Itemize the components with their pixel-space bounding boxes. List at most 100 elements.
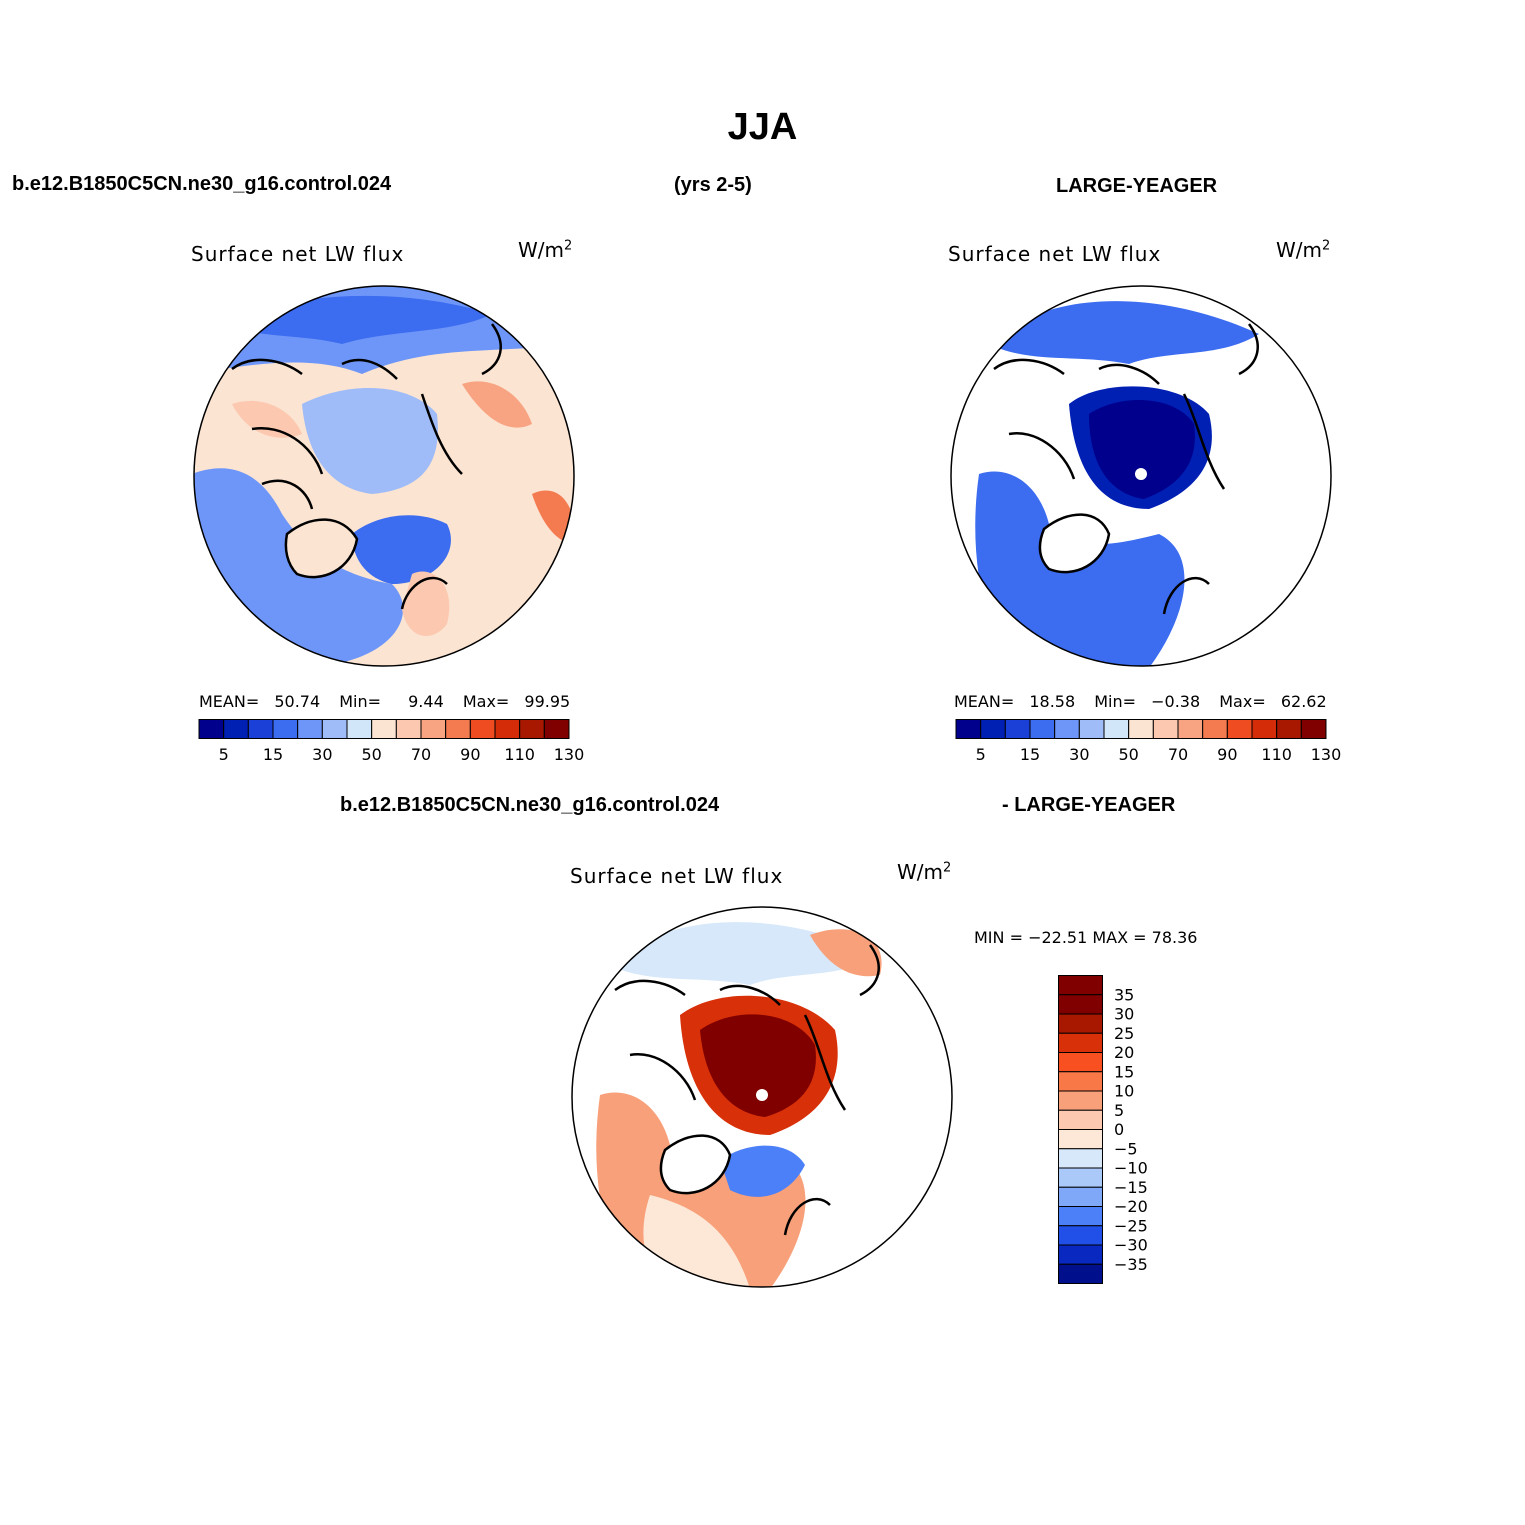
panel1-colorbar-swatch: [198, 719, 225, 739]
panel3-colorbar-swatch: [1058, 994, 1103, 1015]
panel2-colorbar-swatch: [1202, 719, 1228, 739]
panel3-colorbar-swatch: [1058, 1129, 1103, 1150]
panel3-colorbar-swatch: [1058, 1032, 1103, 1053]
panel1-colorbar-tick-label: 110: [504, 745, 535, 764]
panel3-colorbar-swatch: [1058, 1052, 1103, 1073]
panel3-greenland-sea-negative-field: [720, 1145, 805, 1197]
panel3-colorbar-tick-label: −30: [1114, 1236, 1148, 1255]
panel2-colorbar-tick-label: 30: [1069, 745, 1089, 764]
panel1-colorbar-swatch: [346, 719, 373, 739]
panel1-mean-value: 50.74: [274, 692, 321, 711]
panel3-colorbar-tick-label: 30: [1114, 1005, 1134, 1024]
panel2-colorbar-swatch: [1029, 719, 1056, 739]
panel2-colorbar-swatch: [1251, 719, 1278, 739]
panel3-stats: MIN = −22.51 MAX = 78.36: [974, 928, 1198, 947]
panel2-colorbar-tick-label: 50: [1118, 745, 1138, 764]
panel1-colorbar-swatch: [395, 719, 422, 739]
panel2-mean-label: MEAN=: [954, 692, 1015, 711]
panel2-min-value: −0.38: [1151, 692, 1201, 711]
panel3-arctic-ocean-core-field: [700, 1014, 816, 1117]
panel1-stats: MEAN= 50.74 Min= 9.44 Max= 99.95: [199, 692, 570, 711]
panel3-colorbar-tick-label: 20: [1114, 1043, 1134, 1062]
panel2-colorbar-swatch: [955, 719, 982, 739]
panel1-colorbar-swatch: [420, 719, 447, 739]
panel3-colorbar-swatch: [1058, 1109, 1103, 1130]
panel2-colorbar-tick-label: 15: [1020, 745, 1040, 764]
panel3-map-border: [571, 906, 953, 1288]
panel3-colorbar-swatch: [1058, 1167, 1103, 1188]
panel3-coastlines: [614, 944, 880, 1236]
panel2-north-pacific-field: [989, 301, 1259, 364]
panel1-colorbar-swatch: [247, 719, 274, 739]
panel1-coastlines: [231, 323, 502, 610]
panel3-colorbar-tick-label: −5: [1114, 1139, 1138, 1158]
panel2-mean-value: 18.58: [1029, 692, 1076, 711]
panel1-colorbar-tick-label: 50: [361, 745, 381, 764]
panel2-units: W/m2: [1276, 238, 1330, 262]
panel3-greenland-land: [660, 1135, 730, 1194]
panel2-colorbar: 5 15 30 50 70 90 110 130: [955, 719, 1341, 764]
panel2-colorbar-swatch: [1054, 719, 1080, 739]
panel1-greenland-sea-field: [352, 515, 451, 584]
panel2-colorbar-tick-label: 130: [1311, 745, 1342, 764]
panel3-variable-title: Surface net LW flux: [570, 864, 784, 888]
panel3-colorbar-tick-label: 25: [1114, 1024, 1134, 1043]
panel2-colorbar-swatch: [1300, 719, 1327, 739]
panel3-colorbar-swatch: [1058, 1186, 1103, 1207]
panel2-map: [950, 285, 1332, 667]
panel1-east-warm-field: [532, 490, 574, 544]
panel1-max-value: 99.95: [524, 692, 571, 711]
panel3-colorbar-tick-label: 5: [1114, 1101, 1124, 1120]
panel3-colorbar-tick-label: −15: [1114, 1178, 1148, 1197]
panel2-max-label: Max=: [1219, 692, 1266, 711]
panel2-variable-title: Surface net LW flux: [948, 242, 1162, 266]
main-title: JJA: [727, 106, 798, 148]
panel1-min-label: Min=: [339, 692, 382, 711]
panel1-alaska-warm-field: [232, 400, 302, 438]
panel3-pole-marker: [756, 1089, 768, 1101]
panel3-colorbar-tick-label: 10: [1114, 1082, 1134, 1101]
panel2-colorbar-swatch: [1226, 719, 1253, 739]
panel2-units-sup: 2: [1322, 238, 1331, 254]
panel1-colorbar-swatch: [321, 719, 348, 739]
panel2-colorbar-swatch: [1177, 719, 1204, 739]
panel1-colorbar-swatch: [223, 719, 249, 739]
panel3-colorbar-swatch: [1058, 1244, 1103, 1265]
years-header: (yrs 2-5): [674, 174, 752, 196]
panel1-units: W/m2: [518, 238, 572, 262]
panel3-colorbar-swatch: [1058, 1225, 1103, 1246]
panel1-colorbar-tick-label: 130: [554, 745, 585, 764]
diff-case1-header: b.e12.B1850C5CN.ne30_g16.control.024: [340, 794, 720, 816]
panel1-units-text: W/m: [518, 238, 564, 262]
panel1-colorbar-tick-label: 90: [460, 745, 480, 764]
panel2-units-text: W/m: [1276, 238, 1322, 262]
panel2-colorbar-swatch: [1128, 719, 1154, 739]
panel3-colorbar-swatch: [1058, 1090, 1103, 1111]
panel1-colorbar-tick-label: 5: [219, 745, 229, 764]
panel1-min-value: 9.44: [408, 692, 444, 711]
panel2-map-border: [950, 285, 1332, 667]
panel1-colorbar-swatch: [469, 719, 496, 739]
panel3-colorbar-swatch: [1058, 1263, 1103, 1284]
panel3-colorbar-tick-label: 35: [1114, 985, 1134, 1004]
panel2-colorbar-swatch: [1078, 719, 1105, 739]
panel2-colorbar-swatch: [1152, 719, 1179, 739]
panel2-coastlines: [993, 323, 1259, 615]
panel2-colorbar-tick-label: 5: [976, 745, 986, 764]
panel2-min-label: Min=: [1094, 692, 1137, 711]
panel2-greenland-land: [1039, 514, 1109, 573]
panel1-map-border: [193, 285, 575, 667]
panel1-greenland-field: [285, 519, 357, 578]
panel1-siberia-warm-field: [462, 381, 532, 428]
panel2-max-value: 62.62: [1280, 692, 1327, 711]
panel3-colorbar-swatch: [1058, 1148, 1103, 1169]
panel1-colorbar-swatch: [297, 719, 323, 739]
panel3-colorbar-swatch: [1058, 1071, 1103, 1092]
panel2-colorbar-swatch: [1276, 719, 1302, 739]
panel2-colorbar-tick-label: 90: [1217, 745, 1237, 764]
panel2-colorbar-swatch: [1004, 719, 1031, 739]
panel3-bering-field: [810, 929, 882, 977]
panel3-colorbar-tick-label: 0: [1114, 1120, 1124, 1139]
panel1-colorbar-swatch: [494, 719, 521, 739]
